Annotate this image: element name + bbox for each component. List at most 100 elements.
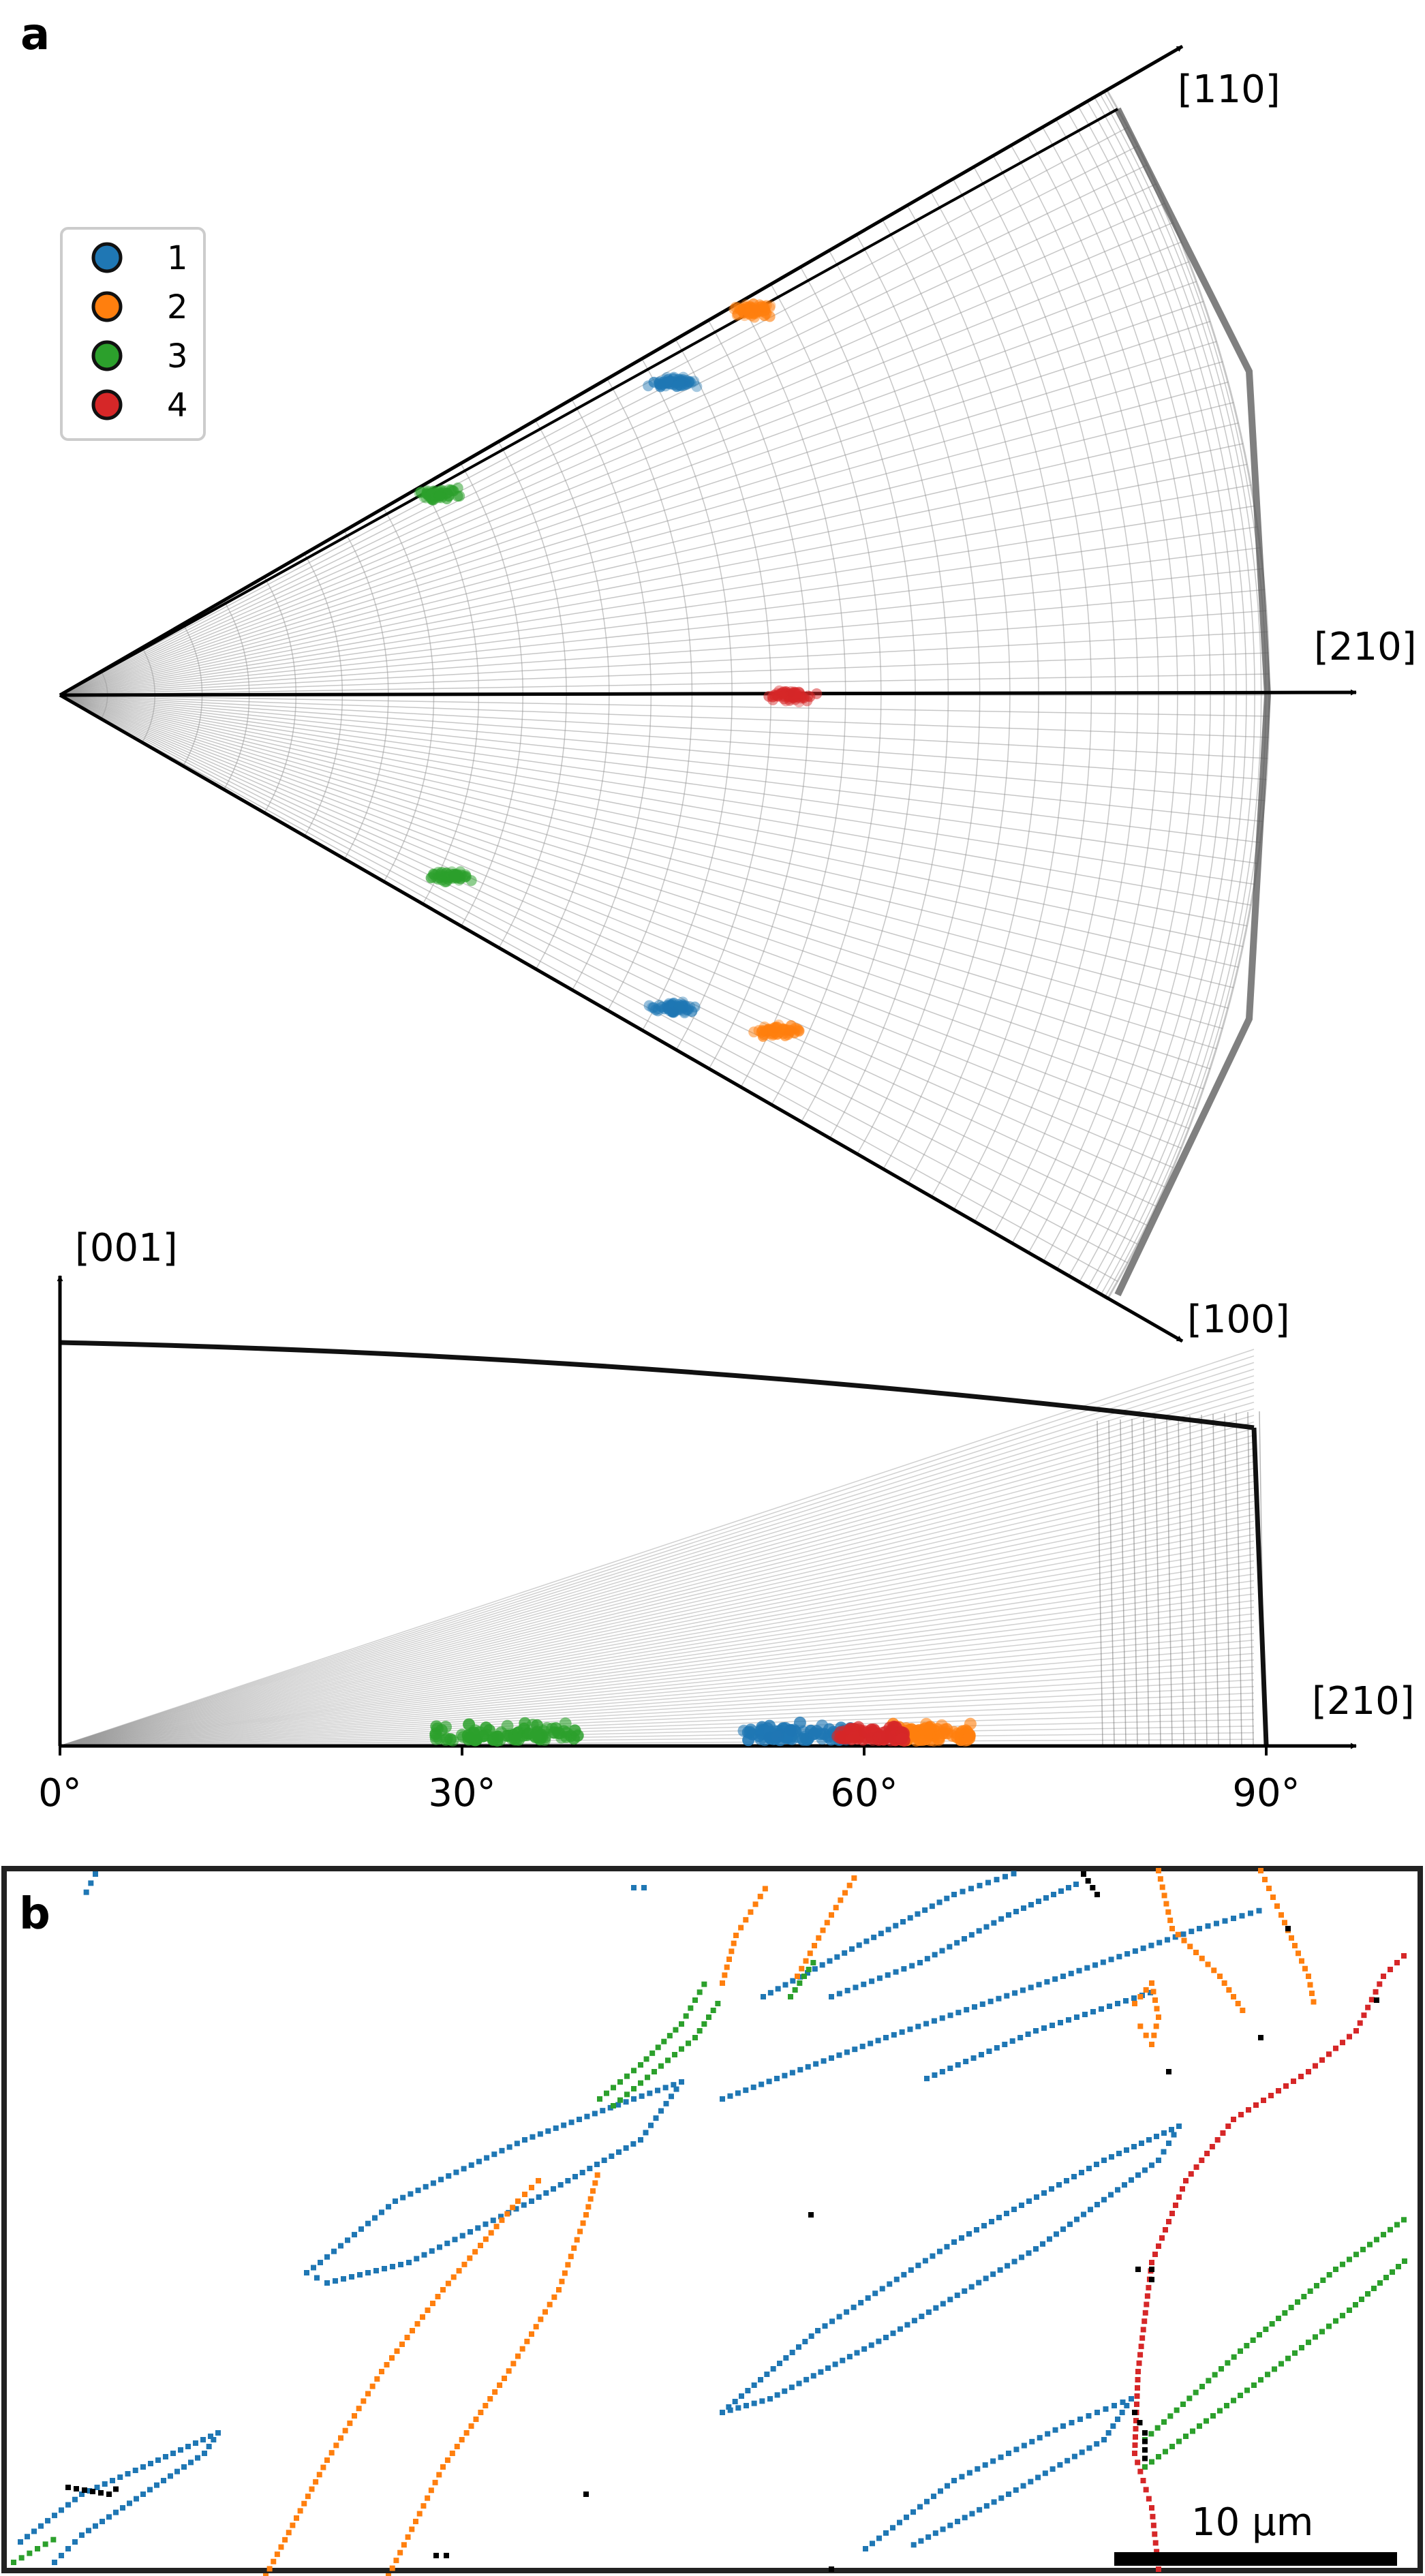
boundary-pixel — [1137, 2023, 1144, 2029]
boundary-pixel — [1169, 1926, 1175, 1931]
boundary-pixel — [1163, 1901, 1169, 1907]
boundary-pixel — [1301, 2294, 1307, 2299]
data-point — [872, 1730, 885, 1743]
boundary-pixel — [947, 1944, 953, 1950]
boundary-pixel — [1133, 2434, 1138, 2440]
boundary-pixel — [553, 2125, 559, 2131]
boundary-pixel — [679, 2021, 684, 2027]
boundary-pixel — [561, 2122, 567, 2128]
boundary-pixel — [493, 2224, 500, 2230]
boundary-pixel — [365, 2220, 371, 2226]
axis-110 — [59, 44, 1184, 697]
boundary-pixel — [820, 1927, 826, 1933]
boundary-pixel — [936, 1899, 943, 1905]
boundary-pixel — [401, 2542, 407, 2548]
grid-line — [59, 1381, 1255, 1747]
boundary-pixel — [897, 2519, 902, 2526]
boundary-pixel — [732, 2399, 738, 2404]
boundary-pixel — [399, 2342, 405, 2347]
boundary-pixel — [924, 2076, 930, 2081]
boundary-pixel — [658, 2108, 664, 2114]
grid-line — [59, 301, 1204, 696]
boundary-pixel — [1134, 2393, 1140, 2399]
boundary-pixel — [406, 2260, 412, 2265]
label-100: [100] — [1187, 1298, 1290, 1342]
boundary-pixel — [758, 2377, 763, 2382]
grid-line — [59, 1415, 1255, 1747]
boundary-pixel — [1047, 2236, 1052, 2242]
boundary-pixel — [52, 2513, 57, 2519]
boundary-pixel — [762, 1886, 768, 1892]
grid-line — [59, 261, 1190, 696]
legend-marker-4 — [91, 389, 123, 420]
boundary-pixel — [908, 2267, 914, 2273]
boundary-pixel — [1190, 2428, 1195, 2434]
grid-line — [59, 1719, 1255, 1747]
boundary-pixel — [1319, 2329, 1325, 2335]
boundary-pixel — [1146, 2284, 1152, 2290]
boundary-pixel — [565, 2178, 571, 2183]
boundary-pixel — [1209, 2144, 1215, 2149]
boundary-pixel — [410, 2328, 415, 2333]
boundary-pixel — [206, 2444, 212, 2449]
boundary-pixel — [478, 2243, 483, 2248]
boundary-pixel — [1173, 2203, 1178, 2208]
boundary-pixel — [662, 2085, 669, 2091]
grain-boundaries — [11, 1868, 1407, 2576]
boundary-pixel — [120, 2505, 125, 2511]
boundary-pixel — [883, 2035, 889, 2040]
grid-line — [59, 361, 1223, 696]
boundary-pixel — [331, 2248, 337, 2254]
boundary-pixel — [1258, 2035, 1263, 2040]
data-point — [510, 1733, 523, 1746]
boundary-pixel — [1197, 2423, 1202, 2429]
boundary-pixel — [435, 2294, 441, 2299]
boundary-pixel — [1340, 2040, 1345, 2046]
boundary-pixel — [324, 2457, 330, 2463]
boundary-pixel — [499, 2147, 505, 2153]
boundary-pixel — [959, 2235, 964, 2241]
boundary-pixel — [797, 1974, 803, 1980]
grid-line — [59, 320, 1211, 696]
data-point — [671, 381, 683, 393]
boundary-pixel — [1044, 1979, 1050, 1985]
boundary-pixel — [788, 1994, 793, 1999]
panel-a-label: a — [20, 10, 50, 60]
boundary-pixel — [923, 2021, 930, 2027]
boundary-pixel — [1154, 2134, 1159, 2139]
boundary-pixel — [1116, 1954, 1122, 1960]
boundary-trace — [761, 1871, 1017, 1999]
boundary-pixel — [594, 2162, 600, 2167]
boundary-pixel — [1101, 2437, 1107, 2442]
data-point — [491, 1734, 504, 1747]
boundary-pixel — [1049, 2186, 1054, 2192]
boundary-pixel — [557, 2182, 564, 2188]
boundary-pixel — [790, 1978, 796, 1984]
boundary-pixel — [1009, 2038, 1015, 2044]
boundary-pixel — [1180, 2186, 1185, 2192]
boundary-pixel — [444, 2553, 449, 2558]
data-point — [448, 870, 460, 881]
boundary-pixel — [1148, 2431, 1154, 2437]
data-point — [833, 1732, 846, 1745]
boundary-pixel — [975, 2466, 981, 2472]
grid-line — [1154, 1417, 1161, 1745]
boundary-pixel — [1139, 2335, 1146, 2341]
cluster-1 — [643, 371, 703, 393]
grid-arc — [1087, 102, 1247, 1289]
boundary-pixel — [1101, 2158, 1107, 2163]
boundary-pixel — [720, 2410, 725, 2415]
boundary-pixel — [316, 2472, 322, 2478]
grid-line — [59, 568, 1263, 696]
boundary-pixel — [1193, 2164, 1199, 2170]
boundary-pixel — [885, 1972, 891, 1978]
boundary-pixel — [1163, 2227, 1168, 2233]
boundary-pixel — [601, 2158, 607, 2163]
boundary-pixel — [551, 2294, 557, 2300]
boundary-pixel — [1231, 1916, 1236, 1921]
boundary-pixel — [623, 2099, 629, 2105]
grid-line — [59, 694, 1258, 864]
boundary-pixel — [748, 1909, 754, 1915]
data-point — [783, 1027, 795, 1039]
boundary-trace — [1081, 1871, 1100, 1897]
